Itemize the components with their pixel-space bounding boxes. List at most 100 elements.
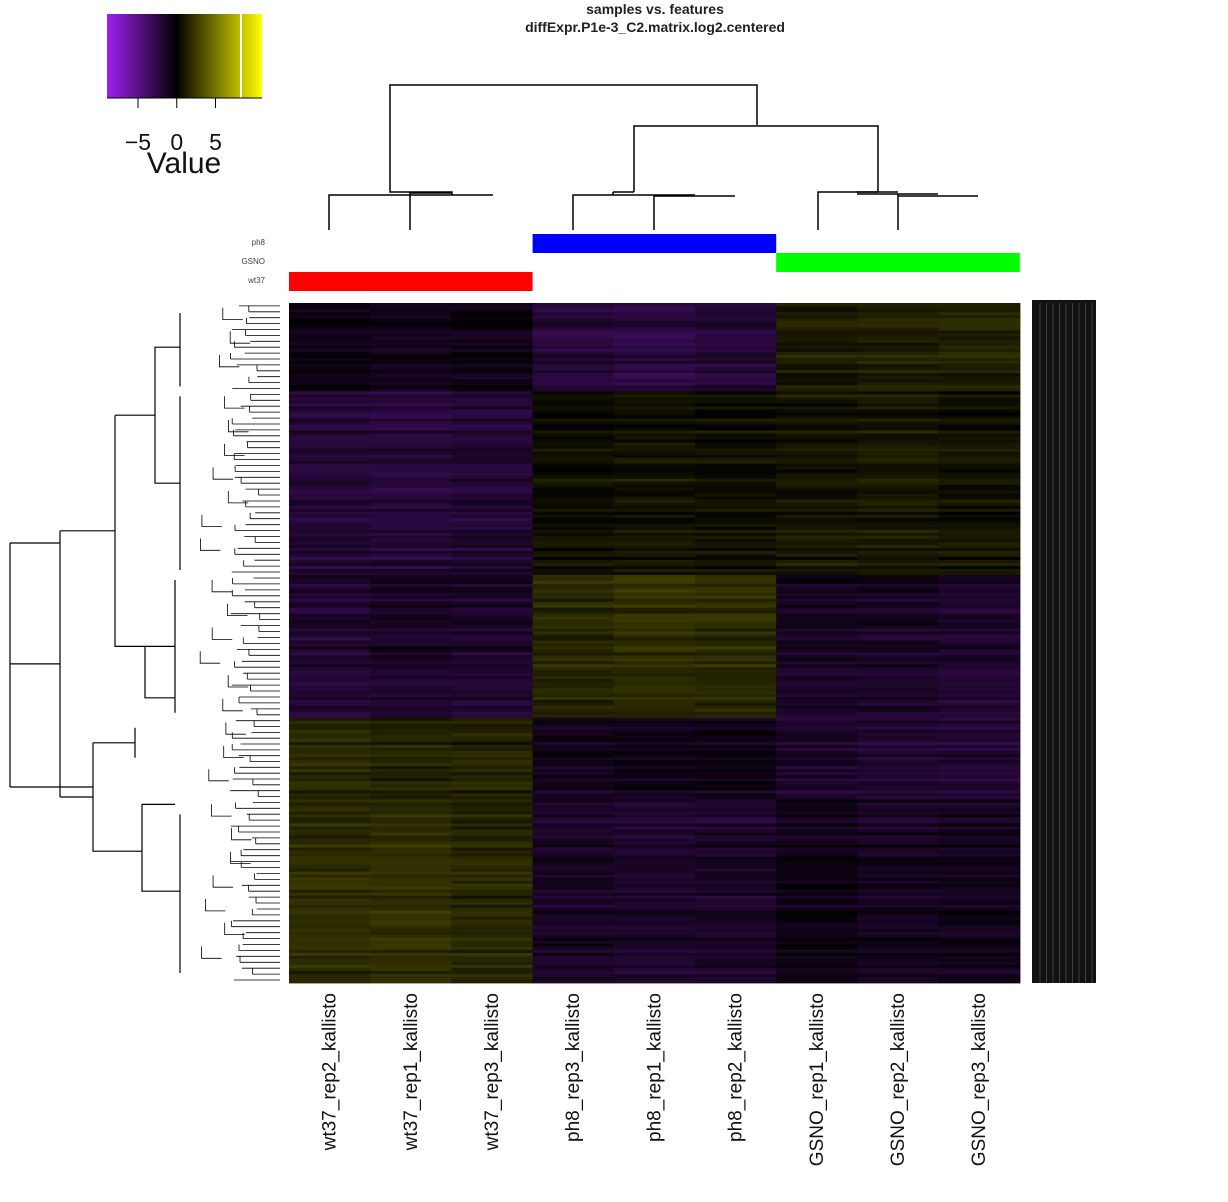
heatmap-cell <box>451 529 534 534</box>
heatmap-cell <box>370 327 452 331</box>
heatmap-cell <box>776 970 858 975</box>
heatmap-cell <box>532 312 615 316</box>
heatmap-cell <box>289 964 371 969</box>
heatmap-cell <box>613 580 696 585</box>
heatmap-cell <box>857 699 940 704</box>
heatmap-cell <box>695 379 777 383</box>
heatmap-cell <box>857 748 940 752</box>
heatmap-cell <box>776 562 858 567</box>
heatmap-cell <box>613 862 696 867</box>
heatmap-cell <box>289 601 371 606</box>
heatmap-cell <box>695 451 777 456</box>
heatmap-cell <box>695 781 777 785</box>
heatmap-cell <box>938 400 1021 404</box>
heatmap-cell <box>289 370 371 374</box>
heatmap-cell <box>370 964 452 969</box>
heatmap-cell <box>776 523 858 528</box>
heatmap-cell <box>857 586 940 591</box>
heatmap-cell <box>613 370 696 374</box>
heatmap-cell <box>776 484 858 489</box>
heatmap-cell <box>938 757 1021 761</box>
heatmap-cell <box>370 342 452 347</box>
heatmap-cell <box>532 604 615 609</box>
heatmap-cell <box>451 463 534 468</box>
heatmap-cell <box>370 925 452 930</box>
heatmap-cell <box>938 571 1021 576</box>
heatmap-cell <box>289 688 371 692</box>
heatmap-cell <box>451 547 534 552</box>
heatmap-cell <box>532 943 615 948</box>
heatmap-cell <box>370 829 452 833</box>
heatmap-cell <box>776 454 858 459</box>
heatmap-cell <box>857 937 940 942</box>
heatmap-cell <box>370 318 452 322</box>
heatmap-cell <box>613 622 696 626</box>
heatmap-cell <box>695 412 777 416</box>
heatmap-cell <box>938 547 1021 552</box>
heatmap-cell <box>289 379 371 383</box>
heatmap-cell <box>451 553 534 558</box>
heatmap-cell <box>776 655 858 659</box>
heatmap-cell <box>776 643 858 647</box>
sample-label-wt37_rep1_kallisto: wt37_rep1_kallisto <box>401 993 422 1151</box>
heatmap-cell <box>451 796 534 800</box>
heatmap-cell <box>289 925 371 930</box>
heatmap-cell <box>370 312 452 316</box>
heatmap-cell <box>938 577 1021 582</box>
heatmap-cell <box>695 424 777 428</box>
heatmap-cell <box>289 729 371 734</box>
heatmap-cell <box>532 556 615 561</box>
heatmap-cell <box>695 607 777 612</box>
heatmap-cell <box>938 886 1021 891</box>
heatmap-cell <box>776 400 858 404</box>
heatmap-cell <box>370 708 452 713</box>
heatmap-cell <box>695 436 777 440</box>
heatmap-cell <box>613 484 696 489</box>
heatmap-cell <box>857 775 940 779</box>
heatmap-cell <box>451 415 534 419</box>
heatmap-cell <box>776 333 858 337</box>
heatmap-cell <box>289 976 371 981</box>
heatmap-cell <box>776 586 858 591</box>
heatmap-cell <box>532 817 615 821</box>
heatmap-cell <box>776 976 858 981</box>
heatmap-cell <box>857 315 940 319</box>
heatmap-cell <box>695 478 777 483</box>
heatmap-cell <box>370 823 452 827</box>
heatmap-cell <box>289 865 371 870</box>
heatmap-cell <box>532 799 615 803</box>
heatmap-cell <box>695 433 777 437</box>
heatmap-cell <box>857 454 940 459</box>
heatmap-cell <box>289 904 371 909</box>
heatmap-cell <box>289 484 371 489</box>
heatmap-cell <box>451 634 534 638</box>
heatmap-cell <box>695 487 777 492</box>
row-label-strip <box>1032 300 1096 983</box>
heatmap-cell <box>695 595 777 600</box>
heatmap-cell <box>451 714 534 719</box>
heatmap-cell <box>613 436 696 440</box>
heatmap-cell <box>370 433 452 437</box>
heatmap-cell <box>613 946 696 951</box>
heatmap-cell <box>857 568 940 573</box>
heatmap-cell <box>857 321 940 325</box>
heatmap-cell <box>695 979 777 984</box>
heatmap-cell <box>451 412 534 416</box>
heatmap-cell <box>857 952 940 957</box>
heatmap-cell <box>695 676 777 680</box>
heatmap-cell <box>532 550 615 555</box>
heatmap-cell <box>289 412 371 416</box>
heatmap-cell <box>695 862 777 867</box>
heatmap-cell <box>289 634 371 638</box>
heatmap-cell <box>857 330 940 334</box>
heatmap-cell <box>938 769 1021 773</box>
heatmap-cell <box>370 382 452 386</box>
heatmap-cell <box>289 451 371 456</box>
heatmap-cell <box>289 457 371 462</box>
heatmap-cell <box>695 388 777 392</box>
heatmap-cell <box>613 571 696 576</box>
heatmap-cell <box>938 505 1021 510</box>
heatmap-cell <box>532 865 615 870</box>
heatmap-cell <box>370 763 452 767</box>
heatmap-cell <box>857 655 940 659</box>
